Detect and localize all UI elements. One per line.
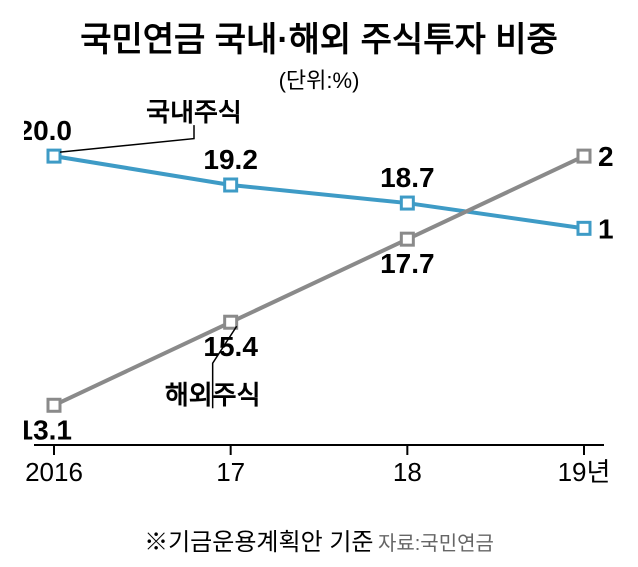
x-tick-label: 18 xyxy=(393,457,422,487)
marker xyxy=(48,150,60,162)
marker xyxy=(578,222,590,234)
marker xyxy=(225,179,237,191)
value-label: 19.2 xyxy=(203,144,258,175)
value-label: 17.7 xyxy=(380,248,435,279)
marker xyxy=(401,197,413,209)
value-label: 18.0 xyxy=(598,213,614,244)
chart-footer: ※기금운용계획안 기준 자료:국민연금 xyxy=(0,522,638,557)
footer-source: 자료:국민연금 xyxy=(378,533,494,555)
x-tick-label: 19년 xyxy=(558,457,611,487)
leader-line xyxy=(60,125,194,152)
value-label: 20.0 xyxy=(24,115,72,146)
series-label-국내주식: 국내주식 xyxy=(146,100,242,127)
series-label-해외주식: 해외주식 xyxy=(165,380,261,410)
footer-note: ※기금운용계획안 기준 xyxy=(144,529,373,556)
marker xyxy=(578,150,590,162)
x-tick-label: 17 xyxy=(216,457,245,487)
chart-title: 국민연금 국내·해외 주식투자 비중 xyxy=(0,0,638,61)
marker xyxy=(48,399,60,411)
chart-area: 2016171819년20.019.218.718.013.115.417.72… xyxy=(24,100,614,489)
x-tick-label: 2016 xyxy=(25,457,83,487)
chart-subtitle: (단위:%) xyxy=(0,63,638,95)
line-chart: 2016171819년20.019.218.718.013.115.417.72… xyxy=(24,100,614,489)
marker xyxy=(225,316,237,328)
value-label: 13.1 xyxy=(24,414,72,445)
marker xyxy=(401,233,413,245)
value-label: 18.7 xyxy=(380,162,435,193)
value-label: 20.0 xyxy=(598,141,614,172)
